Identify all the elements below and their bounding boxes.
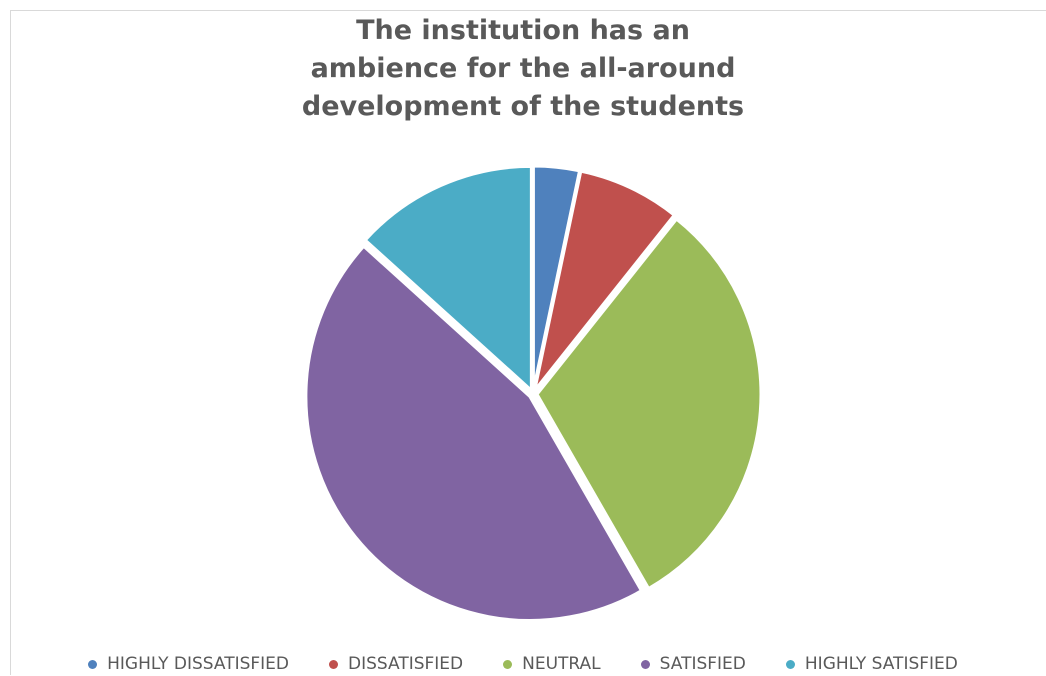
pie-slice-satisfied — [304, 244, 643, 622]
chart-title-line-2: ambience for the all-around — [310, 53, 736, 84]
chart-legend: HIGHLY DISSATISFIED DISSATISFIED NEUTRAL… — [0, 652, 1046, 676]
legend-label-highly-dissatisfied: HIGHLY DISSATISFIED — [107, 654, 290, 674]
pie-slice-neutral — [535, 217, 763, 591]
legend-item-neutral: NEUTRAL — [503, 654, 601, 674]
legend-marker-highly-dissatisfied — [88, 659, 98, 669]
chart-title-line-3: development of the students — [301, 91, 745, 122]
legend-item-dissatisfied: DISSATISFIED — [329, 654, 463, 674]
legend-item-highly-satisfied: HIGHLY SATISFIED — [785, 654, 958, 674]
chart-title: The institution has an ambience for the … — [0, 12, 1046, 126]
legend-label-highly-satisfied: HIGHLY SATISFIED — [804, 654, 958, 674]
legend-marker-satisfied — [640, 659, 650, 669]
legend-marker-neutral — [503, 659, 513, 669]
pie-slice-highly-satisfied — [363, 164, 533, 392]
legend-marker-highly-satisfied — [785, 659, 795, 669]
legend-label-dissatisfied: DISSATISFIED — [348, 654, 464, 674]
legend-label-satisfied: SATISFIED — [659, 654, 746, 674]
legend-item-satisfied: SATISFIED — [640, 654, 746, 674]
legend-marker-dissatisfied — [329, 659, 339, 669]
chart-title-line-1: The institution has an — [356, 15, 690, 46]
legend-label-neutral: NEUTRAL — [522, 654, 601, 674]
legend-item-highly-dissatisfied: HIGHLY DISSATISFIED — [88, 654, 289, 674]
pie-slice-dissatisfied — [533, 169, 676, 392]
